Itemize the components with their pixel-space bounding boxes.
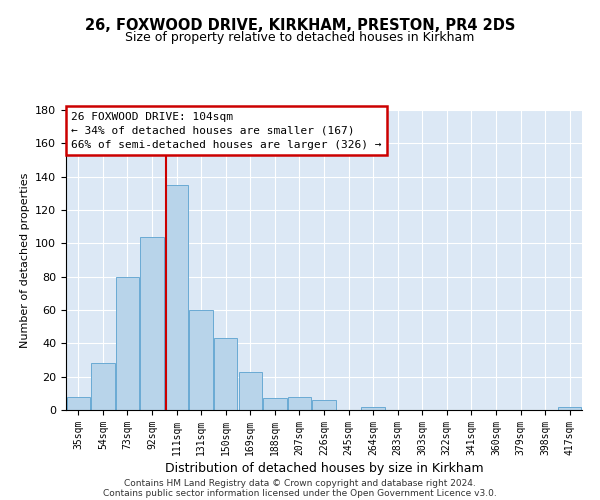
Bar xyxy=(165,185,188,410)
Text: Contains public sector information licensed under the Open Government Licence v3: Contains public sector information licen… xyxy=(103,488,497,498)
Bar xyxy=(239,372,262,410)
Bar xyxy=(288,396,311,410)
Bar xyxy=(116,276,139,410)
Bar xyxy=(214,338,238,410)
X-axis label: Distribution of detached houses by size in Kirkham: Distribution of detached houses by size … xyxy=(164,462,484,475)
Text: Contains HM Land Registry data © Crown copyright and database right 2024.: Contains HM Land Registry data © Crown c… xyxy=(124,478,476,488)
Text: 26, FOXWOOD DRIVE, KIRKHAM, PRESTON, PR4 2DS: 26, FOXWOOD DRIVE, KIRKHAM, PRESTON, PR4… xyxy=(85,18,515,32)
Bar xyxy=(313,400,335,410)
Bar xyxy=(91,364,115,410)
Text: Size of property relative to detached houses in Kirkham: Size of property relative to detached ho… xyxy=(125,31,475,44)
Bar xyxy=(67,396,90,410)
Bar xyxy=(558,406,581,410)
Text: 26 FOXWOOD DRIVE: 104sqm
← 34% of detached houses are smaller (167)
66% of semi-: 26 FOXWOOD DRIVE: 104sqm ← 34% of detach… xyxy=(71,112,382,150)
Bar xyxy=(263,398,287,410)
Bar xyxy=(361,406,385,410)
Bar xyxy=(190,310,213,410)
Bar xyxy=(140,236,164,410)
Y-axis label: Number of detached properties: Number of detached properties xyxy=(20,172,29,348)
